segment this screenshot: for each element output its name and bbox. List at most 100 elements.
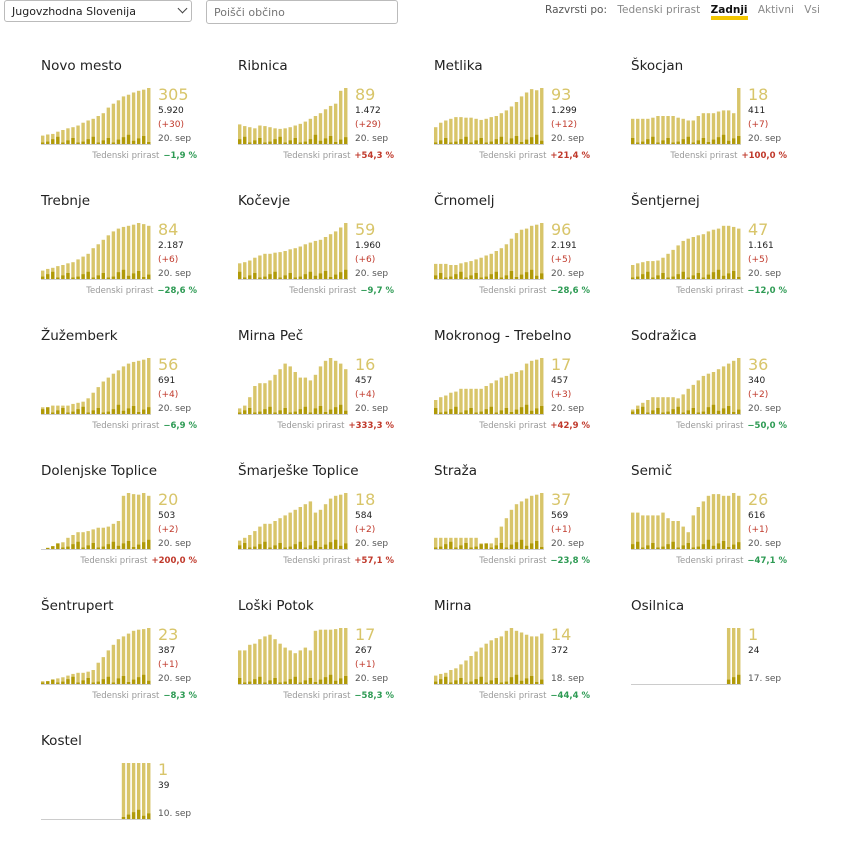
sparkline-bar-new [318,273,323,279]
total-count: 2.191 [551,241,577,251]
sparkline-bar [646,515,650,549]
sparkline-bar [263,253,267,279]
municipality-card[interactable]: Trebnje 84 2.187 (+6) 20. sep Tedenski priras… [41,193,211,313]
sparkline-bar [499,636,504,684]
sparkline-bar [283,515,287,549]
sparkline-bar [142,224,146,279]
weekly-growth-label: Tedenski prirast [92,421,160,431]
sparkline-bar-new [126,541,131,549]
sparkline-bar-new [339,678,343,684]
sparkline-bar-new [737,277,741,279]
sparkline-bar-new [131,140,136,144]
municipality-card[interactable]: Loški Potok 17 267 (+1) 20. sep Tedenski prir… [238,598,408,718]
sparkline-bar [111,231,116,279]
sparkline-bar-new [253,412,257,414]
municipality-card[interactable]: Dolenjske Toplice 20 503 (+2) 20. sep Tedensk… [41,463,211,583]
municipality-card[interactable]: Straža 37 569 (+1) 20. sep Tedenski prirast −2… [434,463,604,583]
sparkline-bar [344,88,348,144]
sparkline-bar [737,358,741,414]
municipality-card[interactable]: Šentjernej 47 1.161 (+5) 20. sep Tedenski pri… [631,193,801,313]
sparkline-bar-new [323,544,328,549]
municipality-card[interactable]: Semič 26 616 (+1) 20. sep Tedenski prirast −47… [631,463,801,583]
sparkline-bar [529,360,534,414]
sparkline-bar [86,531,90,549]
sparkline-bar [701,501,706,549]
sparkline-bar [71,535,75,549]
municipality-card[interactable]: Sodražica 36 340 (+2) 20. sep Tedenski priras… [631,328,801,448]
sparkline-bar [66,537,70,549]
municipality-card[interactable]: Žužemberk 56 691 (+4) 20. sep Tedenski priras… [41,328,211,448]
sparkline-bar-new [469,142,473,144]
municipality-card[interactable]: Mokronog - Trebelno 17 457 (+3) 20. sep Teden… [434,328,604,448]
municipality-card[interactable]: Škocjan 18 411 (+7) 20. sep Tedenski prirast +… [631,58,801,178]
sparkline-bar-new [681,545,685,549]
sparkline-bar-new [71,544,75,549]
sparkline-bar-new [514,277,519,279]
region-select[interactable]: Jugovzhodna Slovenija [4,0,192,22]
daily-change: (+5) [748,255,769,265]
active-count: 26 [748,490,769,509]
sparkline-bar-new [253,546,257,549]
sparkline-bar-new [76,142,80,144]
total-count: 1.299 [551,106,577,116]
sort-option-latest[interactable]: Zadnji [710,4,748,20]
sort-option-active[interactable]: Aktivni [757,4,794,16]
sparkline-bar [61,265,65,279]
municipality-card[interactable]: Osilnica 1 24 17. sep [631,598,801,718]
sparkline-bar-new [263,276,267,279]
sparkline-bar-new [131,273,136,279]
sparkline-bar-new [535,682,539,684]
municipality-card[interactable]: Novo mesto 305 5.920 (+30) 20. sep Tedenski p… [41,58,211,178]
daily-change: (+2) [355,525,376,535]
sparkline-bar [509,106,514,144]
sparkline-bar [439,397,443,414]
municipality-card[interactable]: Ribnica 89 1.472 (+29) 20. sep Tedenski prira… [238,58,408,178]
municipality-card[interactable]: Šmarješke Toplice 18 584 (+2) 20. sep Tedensk… [238,463,408,583]
sort-option-all[interactable]: Vsi [804,4,820,16]
municipality-card[interactable]: Šentrupert 23 387 (+1) 20. sep Tedenski prira… [41,598,211,718]
sparkline-bar [706,231,711,279]
sparkline-bar [121,366,126,414]
sparkline-bar [136,629,141,684]
municipality-card[interactable]: Kostel 1 39 10. sep [41,733,211,853]
total-count: 691 [158,376,176,386]
sparkline-bar-new [681,412,685,414]
sparkline-bar-new [106,544,111,549]
sparkline-bar [514,102,519,144]
active-count: 17 [355,625,376,644]
municipality-card[interactable]: Mirna 14 372 18. sep Tedenski prirast −44,4 % [434,598,604,718]
sparkline-bar [142,493,146,549]
sparkline-bar-new [716,137,721,144]
sparkline-bar [681,394,685,414]
sparkline-bar [651,117,655,144]
sparkline-bar-new [273,678,277,684]
sort-label: Razvrsti po: [545,4,608,16]
sparkline-bar [444,263,448,279]
sparkline-bar [439,263,443,279]
sparkline-bar [540,633,544,684]
sparkline-bar-new [96,275,100,279]
search-input[interactable] [206,0,398,24]
sort-option-growth[interactable]: Tedenski prirast [617,4,701,16]
sparkline-bar-new [253,273,257,279]
municipality-card[interactable]: Kočevje 59 1.960 (+6) 20. sep Tedenski priras… [238,193,408,313]
sparkline-bar-new [540,273,544,279]
sparkline-bar [721,495,726,549]
municipality-card[interactable]: Mirna Peč 16 457 (+4) 20. sep Tedenski priras… [238,328,408,448]
sparkline-bar [101,239,105,279]
sparkline-bar-new [646,271,650,279]
sparkline-bar-new [147,539,151,549]
sparkline-bar-new [268,141,272,144]
sparkline-bar-new [86,545,90,549]
municipality-card[interactable]: Črnomelj 96 2.191 (+5) 20. sep Tedenski prira… [434,193,604,313]
sparkline-bar [509,628,514,684]
sparkline-bar [676,245,680,279]
sparkline-bar-new [147,813,151,819]
sparkline-bar-new [126,814,131,819]
sparkline-bar [726,628,731,684]
sparkline-bar [339,90,343,144]
sparkline-bar [489,117,493,144]
sparkline-bar-new [339,545,343,549]
sparkline-bar-new [96,142,100,144]
municipality-card[interactable]: Metlika 93 1.299 (+12) 20. sep Tedenski prira… [434,58,604,178]
